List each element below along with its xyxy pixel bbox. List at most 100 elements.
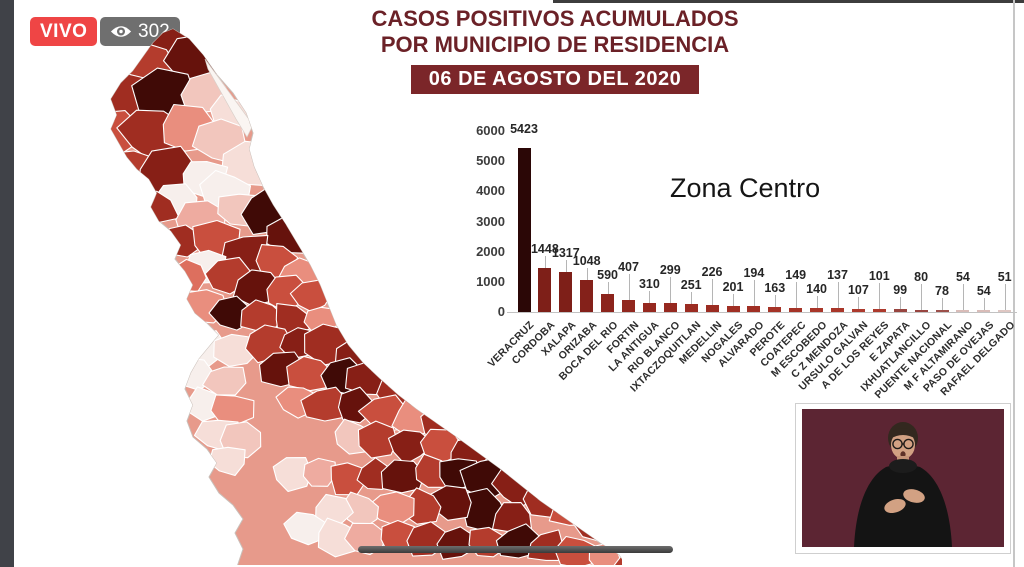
map-cell [202,366,247,396]
y-tick-label: 5000 [476,153,505,169]
value-leader-line [628,273,630,300]
bar [622,299,635,312]
bar [538,268,552,312]
bar-value-label: 107 [847,282,869,297]
value-leader-line [1004,284,1006,311]
bar-value-label: 1317 [551,246,580,261]
bar-value-label: 226 [701,265,723,280]
bar [663,302,677,312]
value-leader-line [795,281,797,308]
bar [601,294,615,312]
value-leader-line [816,295,818,308]
bar-value-label: 137 [827,267,848,282]
bar [872,308,886,312]
bar-value-label: 590 [597,268,619,283]
value-leader-line [712,279,714,306]
value-leader-line [565,260,567,273]
y-tick-label: 0 [497,304,505,319]
bar-value-label: 1048 [572,254,601,269]
value-leader-line [942,297,943,310]
value-leader-line [544,256,546,269]
interpreter-hand-right [903,489,925,503]
bar-value-label: 140 [806,281,828,296]
date-banner: 06 DE AGOSTO DEL 2020 [410,65,700,94]
y-tick-label: 2000 [476,243,505,259]
bar-value-label: 99 [893,283,908,297]
x-axis-line [507,312,1017,313]
bar-value-label: 78 [935,283,949,298]
bar-value-label: 310 [638,276,660,291]
bar [705,305,719,312]
value-leader-line [879,282,881,309]
bar [642,302,656,312]
bar-value-label: 149 [785,267,807,282]
chart-title: Zona Centro [670,173,821,203]
bar-value-label: 194 [743,266,765,281]
value-leader-line [858,296,860,309]
bar [977,310,991,312]
bar-value-label: 101 [868,268,890,283]
y-tick-label: 4000 [476,183,505,199]
bar-chart-zona-centro: Zona Centro 0 1000 2000 3000 4000 5000 6000 542… [455,115,1020,445]
coastal-lagoon-sliver [204,58,254,138]
bar [559,272,573,312]
bar-value-label: 5423 [510,122,538,137]
bar [935,309,949,312]
map-cell [272,457,313,493]
bar [747,306,761,312]
map-cell [522,481,568,519]
bar-value-label: 54 [955,270,970,285]
value-leader-line [607,282,609,295]
bar-value-label: 201 [722,279,744,294]
value-leader-line [962,284,964,311]
value-leader-line [983,298,985,311]
bar-value-label: 1448 [530,242,559,257]
value-leader-line [900,297,902,309]
bar [684,304,698,312]
value-leader-line [921,283,923,310]
viewer-count-badge: 302 [100,17,180,46]
bar [517,148,531,312]
bar [998,310,1012,312]
bar [726,305,740,312]
y-tick-label: 6000 [476,123,505,138]
value-leader-line [774,295,776,308]
live-badge-label: VIVO [40,21,88,42]
bar [810,307,824,312]
y-tick-label: 3000 [476,213,505,229]
bar-value-label: 251 [680,278,702,293]
value-leader-line [733,293,734,306]
interpreter-face [891,431,915,459]
value-leader-line [586,268,588,281]
eye-icon [110,24,132,39]
bar [956,310,970,312]
bar-value-label: 299 [659,262,681,277]
value-leader-line [649,290,651,303]
page-title-line1: CASOS POSITIVOS ACUMULADOS [371,6,739,31]
live-badge: VIVO [30,17,98,46]
bar [851,308,865,312]
sign-language-interpreter-inset [795,403,1011,554]
bar [580,280,594,312]
bar-value-label: 163 [764,281,786,296]
bar-value-label: 407 [618,259,639,274]
map-cell [548,493,599,526]
veracruz-choropleth-map [110,28,622,565]
video-scrubber-bar[interactable] [358,546,673,553]
bar [768,307,782,312]
header: CASOS POSITIVOS ACUMULADOS POR MUNICIPIO… [345,6,765,94]
interpreter-hand-left [884,498,906,514]
top-edge-line [553,0,1024,3]
page-title-line2: POR MUNICIPIO DE RESIDENCIA [380,32,730,57]
left-edge-strip [0,0,14,567]
y-tick-label: 1000 [476,273,505,289]
value-leader-line [670,276,672,303]
map-cell [286,355,332,392]
bar-value-label: 80 [914,269,929,284]
map-cell [208,446,246,477]
right-edge-line [1013,0,1015,567]
bar [893,309,907,312]
value-leader-line [691,292,693,305]
value-leader-line [753,280,755,307]
bar [831,307,844,312]
